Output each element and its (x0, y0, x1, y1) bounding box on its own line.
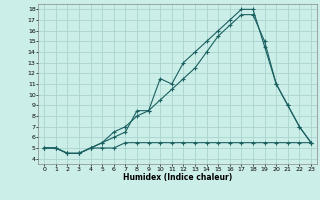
X-axis label: Humidex (Indice chaleur): Humidex (Indice chaleur) (123, 173, 232, 182)
